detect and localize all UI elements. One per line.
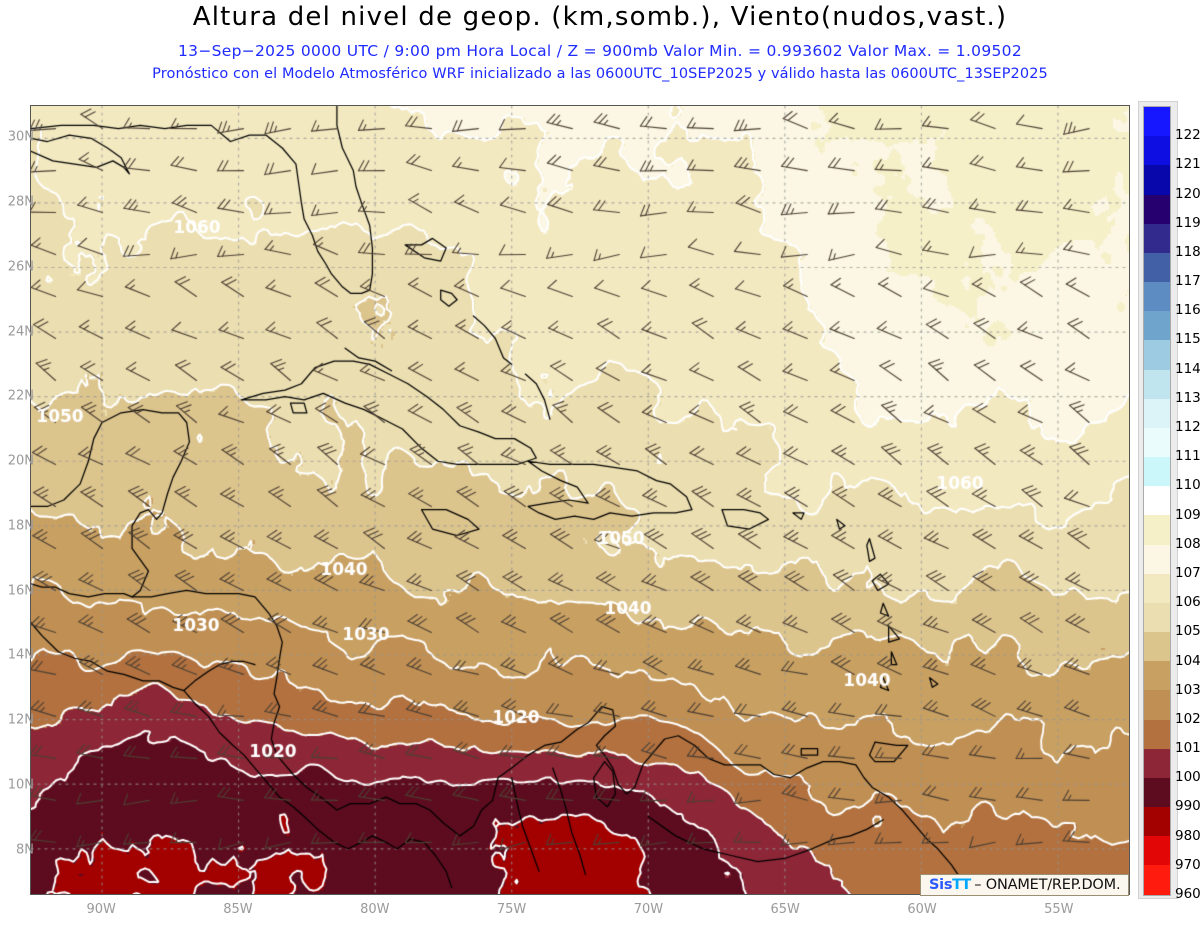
colorbar	[1143, 106, 1171, 896]
y-tick-label: 18N	[7, 518, 34, 534]
subtitle-valid-time: 13−Sep−2025 0000 UTC / 9:00 pm Hora Loca…	[178, 42, 1022, 60]
brand-tt: TT	[952, 877, 971, 893]
colorbar-swatch	[1144, 632, 1170, 662]
colorbar-swatch	[1144, 107, 1170, 137]
x-tick-label: 60W	[907, 902, 937, 917]
y-tick-label: 26N	[7, 259, 34, 275]
colorbar-swatch	[1144, 719, 1170, 749]
colorbar-tick-label: 1040	[1175, 652, 1200, 669]
colorbar-swatch	[1144, 515, 1170, 545]
colorbar-swatch	[1144, 807, 1170, 837]
colorbar-swatch	[1144, 282, 1170, 312]
x-tick-label: 65W	[770, 902, 800, 917]
colorbar-swatch	[1144, 748, 1170, 778]
colorbar-swatch	[1144, 369, 1170, 399]
colorbar-swatch	[1144, 602, 1170, 633]
colorbar-swatch	[1144, 223, 1170, 253]
x-tick-label: 85W	[223, 902, 253, 917]
subtitle-model-info: Pronóstico con el Modelo Atmosférico WRF…	[152, 66, 1048, 82]
y-tick-label: 14N	[7, 647, 34, 663]
colorbar-tick-label: 1180	[1175, 243, 1200, 260]
colorbar-tick-label: 1190	[1175, 214, 1200, 231]
page-title: Altura del nivel de geop. (km,somb.), Vi…	[192, 2, 1008, 32]
x-tick-label: 55W	[1044, 902, 1074, 917]
colorbar-tick-label: 1140	[1175, 360, 1200, 377]
colorbar-swatch	[1144, 486, 1170, 516]
colorbar-swatch	[1144, 311, 1170, 341]
colorbar-swatch	[1144, 661, 1170, 691]
colorbar-tick-label: 1050	[1175, 623, 1200, 640]
x-tick-label: 90W	[86, 902, 116, 917]
map-plot-area[interactable]	[30, 105, 1130, 895]
y-tick-label: 22N	[7, 388, 34, 404]
y-tick-label: 30N	[7, 129, 34, 145]
colorbar-tick-label: 1080	[1175, 535, 1200, 552]
colorbar-tick-label: 1070	[1175, 564, 1200, 581]
attribution-agency: – ONAMET/REP.DOM.	[974, 877, 1121, 893]
colorbar-tick-label: 1030	[1175, 681, 1200, 698]
attribution-badge: Sis TT – ONAMET/REP.DOM.	[920, 874, 1130, 896]
colorbar-swatch	[1144, 194, 1170, 224]
colorbar-swatch	[1144, 398, 1170, 428]
colorbar-tick-label: 960	[1175, 886, 1200, 902]
y-tick-label: 12N	[7, 712, 34, 728]
y-tick-label: 24N	[7, 324, 34, 340]
colorbar-tick-label: 1130	[1175, 389, 1200, 406]
colorbar-tick-label: 1150	[1175, 331, 1200, 348]
colorbar-swatch	[1144, 427, 1170, 458]
colorbar-tick-label: 1200	[1175, 185, 1200, 202]
y-tick-label: 28N	[7, 194, 34, 210]
y-tick-label: 16N	[7, 583, 34, 599]
y-tick-label: 20N	[7, 453, 34, 469]
colorbar-tick-label: 970	[1175, 856, 1200, 873]
colorbar-swatch	[1144, 690, 1170, 720]
x-tick-label: 75W	[496, 902, 527, 917]
colorbar-swatch	[1144, 836, 1170, 866]
colorbar-tick-label: 1090	[1175, 506, 1200, 523]
colorbar-tick-label: 1220	[1175, 127, 1200, 144]
colorbar-swatch	[1144, 340, 1170, 370]
geopotential-height-shaded-field	[31, 106, 1129, 894]
x-tick-label: 70W	[633, 902, 664, 917]
brand-sis: Sis	[929, 877, 953, 893]
colorbar-swatch	[1144, 544, 1170, 574]
y-tick-label: 8N	[16, 842, 34, 858]
colorbar-swatch	[1144, 865, 1170, 895]
colorbar-tick-label: 1000	[1175, 769, 1200, 786]
colorbar-tick-label: 1020	[1175, 710, 1200, 727]
colorbar-swatch	[1144, 457, 1170, 487]
colorbar-tick-label: 1160	[1175, 302, 1200, 319]
colorbar-swatch	[1144, 252, 1170, 283]
colorbar-tick-label: 1170	[1175, 273, 1200, 290]
colorbar-tick-label: 990	[1175, 798, 1200, 815]
y-tick-label: 10N	[7, 777, 34, 793]
x-tick-label: 80W	[360, 902, 390, 917]
colorbar-tick-label: 980	[1175, 827, 1200, 844]
colorbar-swatch	[1144, 165, 1170, 195]
colorbar-swatch	[1144, 136, 1170, 166]
colorbar-tick-label: 1210	[1175, 156, 1200, 173]
colorbar-swatch	[1144, 777, 1170, 808]
colorbar-swatch	[1144, 573, 1170, 603]
colorbar-tick-label: 1060	[1175, 594, 1200, 611]
